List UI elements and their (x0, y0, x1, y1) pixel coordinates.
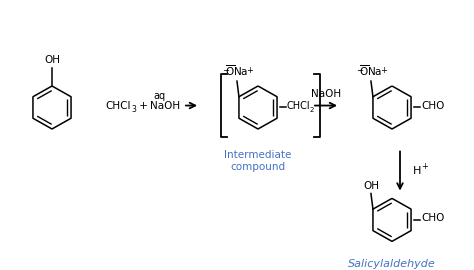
Text: aq: aq (153, 91, 165, 101)
Text: NaOH: NaOH (150, 100, 180, 110)
Text: +: + (421, 162, 428, 171)
Text: −: − (222, 66, 229, 75)
Text: Salicylaldehyde: Salicylaldehyde (348, 259, 436, 269)
Text: OH: OH (363, 181, 379, 191)
Text: CHO: CHO (421, 213, 444, 223)
Text: +: + (381, 66, 387, 75)
Text: $\mathdefault{\overline{O}}$Na: $\mathdefault{\overline{O}}$Na (359, 63, 383, 78)
Text: OH: OH (44, 55, 60, 65)
Text: +: + (246, 66, 254, 75)
Text: +: + (136, 100, 151, 110)
Text: 2: 2 (310, 107, 314, 113)
Text: CHCl: CHCl (105, 100, 130, 110)
Text: H: H (413, 166, 421, 176)
Text: $\mathdefault{\overline{O}}$Na: $\mathdefault{\overline{O}}$Na (225, 63, 249, 78)
Text: CHO: CHO (421, 100, 444, 110)
Text: Intermediate: Intermediate (224, 150, 292, 160)
Text: 3: 3 (131, 105, 136, 114)
Text: −: − (356, 66, 364, 75)
Text: CHCl: CHCl (287, 100, 310, 110)
Text: compound: compound (230, 162, 285, 172)
Text: NaOH: NaOH (311, 89, 341, 99)
